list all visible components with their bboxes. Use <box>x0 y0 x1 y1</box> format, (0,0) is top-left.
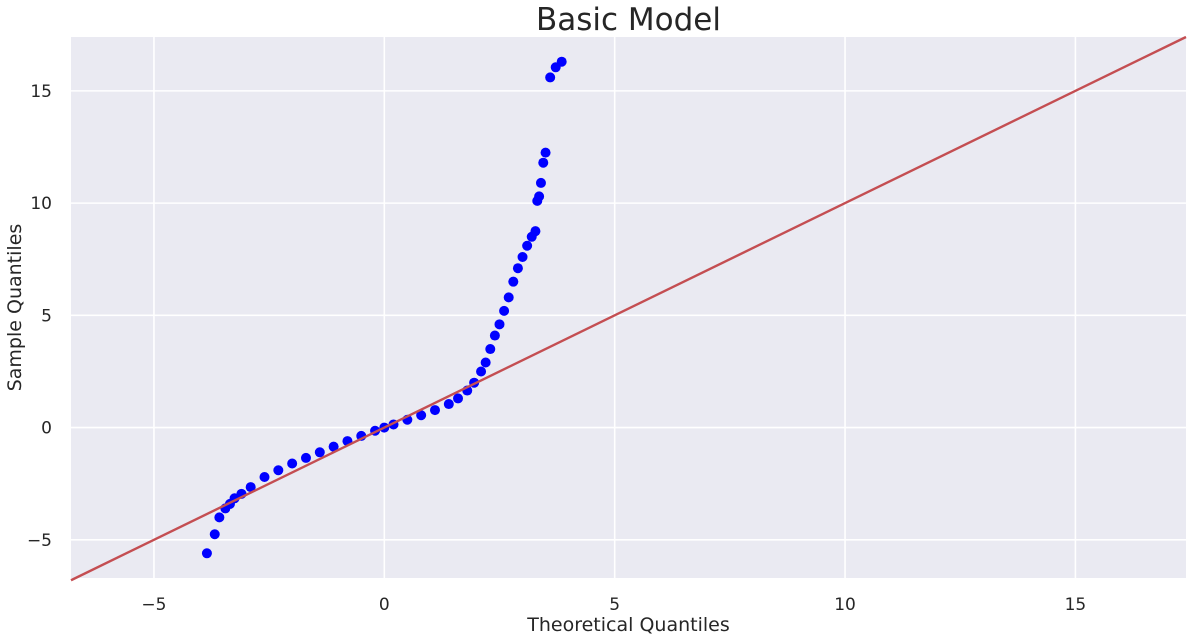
data-point <box>214 512 225 523</box>
data-point <box>453 393 464 404</box>
data-point <box>503 292 514 303</box>
data-point <box>522 240 533 251</box>
y-tick-label: 0 <box>41 419 52 439</box>
y-tick-label: −5 <box>27 531 52 551</box>
y-axis-label: Sample Quantiles <box>4 224 26 392</box>
data-point <box>480 357 491 368</box>
x-tick-label: 10 <box>834 595 856 615</box>
data-point <box>328 441 339 452</box>
data-point <box>517 251 528 262</box>
y-tick-label: 10 <box>30 194 52 214</box>
data-point <box>494 319 505 330</box>
x-tick-label: 0 <box>379 595 390 615</box>
y-tick-label: 15 <box>30 82 52 102</box>
data-point <box>535 177 546 188</box>
data-point <box>530 226 541 237</box>
grid-lines <box>71 37 1186 578</box>
data-point <box>300 452 311 463</box>
data-point <box>538 157 549 168</box>
data-point <box>508 276 519 287</box>
chart-title: Basic Model <box>536 2 721 38</box>
data-point <box>556 56 567 67</box>
y-axis-ticks: −5 0 5 10 15 <box>27 82 52 551</box>
data-point <box>499 305 510 316</box>
x-axis-ticks: −5 0 5 10 15 <box>141 595 1086 615</box>
data-point <box>545 72 556 83</box>
reference-line <box>70 35 1187 582</box>
data-point <box>209 529 220 540</box>
data-point <box>287 458 298 469</box>
data-point <box>489 330 500 341</box>
data-point <box>314 447 325 458</box>
data-point <box>540 147 551 158</box>
x-tick-label: 15 <box>1065 595 1087 615</box>
y-tick-label: 5 <box>41 306 52 326</box>
data-point <box>245 482 256 493</box>
data-point <box>485 344 496 355</box>
x-axis-label: Theoretical Quantiles <box>526 614 729 636</box>
x-tick-label: 5 <box>609 595 620 615</box>
data-point <box>429 405 440 416</box>
data-point <box>416 410 427 421</box>
data-point <box>273 465 284 476</box>
data-point <box>259 471 270 482</box>
data-point <box>476 366 487 377</box>
x-tick-label: −5 <box>141 595 166 615</box>
data-point <box>512 263 523 274</box>
data-point <box>534 191 545 202</box>
data-point <box>443 399 454 410</box>
data-point <box>201 548 212 559</box>
